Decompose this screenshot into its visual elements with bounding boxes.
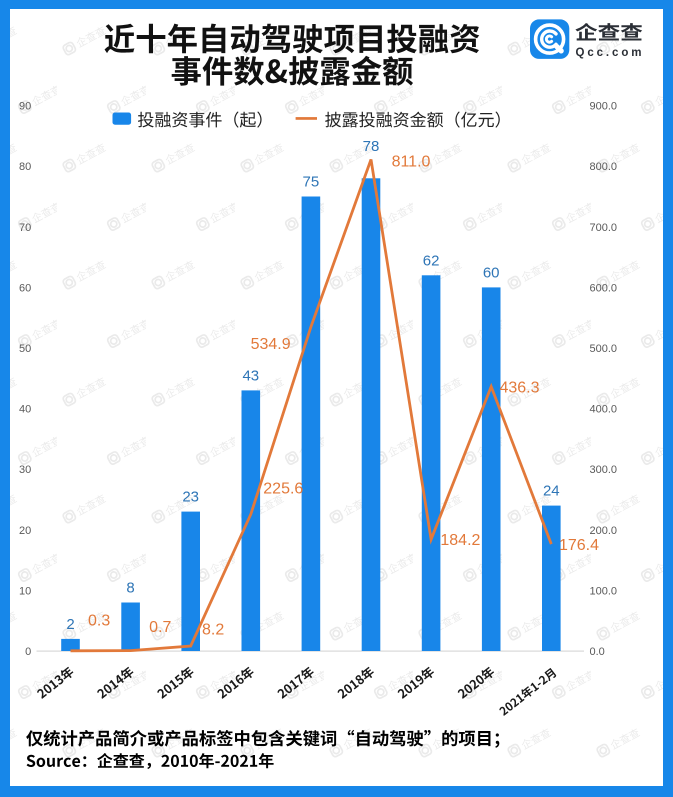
svg-text:400.0: 400.0	[590, 404, 618, 416]
svg-text:24: 24	[543, 483, 560, 500]
svg-text:62: 62	[423, 252, 440, 269]
svg-text:90: 90	[19, 101, 31, 113]
svg-text:30: 30	[19, 464, 31, 476]
svg-text:60: 60	[483, 264, 500, 281]
svg-text:20: 20	[19, 525, 31, 537]
svg-text:436.3: 436.3	[499, 380, 539, 397]
svg-text:184.2: 184.2	[440, 532, 480, 549]
svg-text:0.7: 0.7	[149, 619, 171, 636]
svg-text:8.2: 8.2	[202, 622, 224, 639]
svg-text:500.0: 500.0	[590, 343, 618, 355]
svg-text:900.0: 900.0	[590, 101, 618, 113]
svg-text:300.0: 300.0	[590, 464, 618, 476]
svg-text:225.6: 225.6	[263, 481, 303, 498]
svg-text:200.0: 200.0	[590, 525, 618, 537]
svg-text:0: 0	[25, 646, 31, 658]
svg-text:70: 70	[19, 222, 31, 234]
svg-text:23: 23	[182, 489, 199, 506]
svg-text:534.9: 534.9	[251, 336, 291, 353]
svg-text:100.0: 100.0	[590, 585, 618, 597]
svg-text:60: 60	[19, 282, 31, 294]
svg-text:43: 43	[242, 367, 259, 384]
svg-text:10: 10	[19, 585, 31, 597]
svg-text:50: 50	[19, 343, 31, 355]
svg-text:40: 40	[19, 404, 31, 416]
svg-text:80: 80	[19, 161, 31, 173]
svg-text:176.4: 176.4	[559, 537, 599, 554]
svg-text:78: 78	[363, 138, 380, 155]
svg-text:800.0: 800.0	[590, 161, 618, 173]
svg-text:2: 2	[66, 616, 74, 633]
svg-text:0.0: 0.0	[590, 646, 605, 658]
svg-text:811.0: 811.0	[392, 153, 431, 170]
svg-text:8: 8	[126, 580, 134, 597]
svg-text:600.0: 600.0	[590, 282, 618, 294]
svg-text:700.0: 700.0	[590, 222, 618, 234]
svg-text:0.3: 0.3	[88, 612, 110, 629]
svg-text:75: 75	[303, 174, 320, 191]
svg-text:Qcc.com: Qcc.com	[576, 47, 645, 59]
